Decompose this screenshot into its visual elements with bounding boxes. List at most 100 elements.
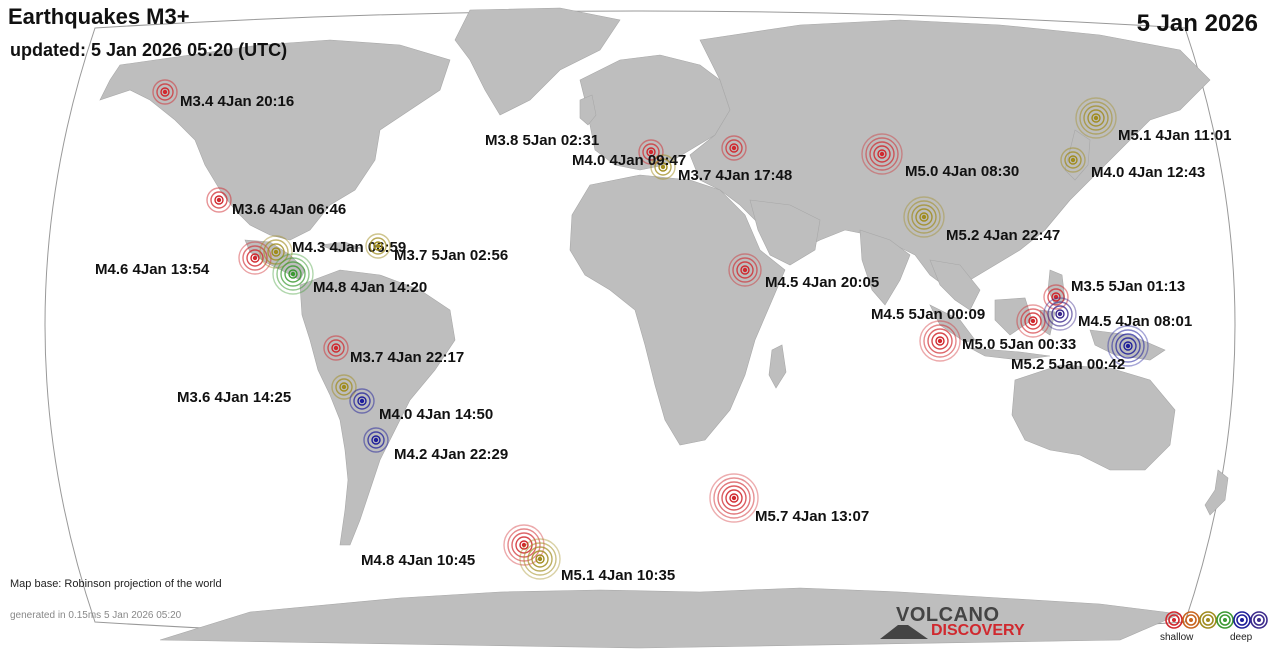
earthquake-marker[interactable]: [1016, 304, 1050, 338]
earthquake-marker[interactable]: [861, 133, 903, 175]
madagascar: [768, 344, 787, 389]
earthquake-marker[interactable]: [1043, 284, 1069, 310]
earthquake-epicenter: [521, 542, 527, 548]
earthquake-marker[interactable]: [919, 320, 961, 362]
earthquake-ring: [736, 261, 754, 279]
earthquake-marker[interactable]: [259, 235, 293, 269]
page-title: Earthquakes M3+: [8, 4, 190, 29]
earthquake-marker[interactable]: [331, 374, 357, 400]
earthquake-ring: [523, 542, 557, 576]
earthquake-marker[interactable]: [709, 473, 759, 523]
legend-swatch: [1216, 611, 1234, 629]
earthquake-ring: [728, 253, 762, 287]
australia: [1011, 364, 1176, 471]
earthquake-ring: [923, 324, 957, 358]
earthquake-marker[interactable]: [349, 388, 375, 414]
earthquake-marker[interactable]: [519, 538, 561, 580]
earthquake-epicenter: [375, 243, 381, 249]
earthquake-marker[interactable]: [721, 135, 747, 161]
earthquake-marker[interactable]: [728, 253, 762, 287]
earthquake-ring: [861, 133, 903, 175]
earthquake-ring: [267, 243, 285, 261]
earthquake-ring: [156, 83, 174, 101]
earthquake-ring: [1083, 105, 1109, 131]
earthquake-ring: [903, 196, 945, 238]
earthquake-ring: [535, 554, 545, 564]
earthquake-epicenter: [660, 164, 666, 170]
earthquake-label: M4.5 4Jan 20:05: [765, 274, 879, 291]
earthquake-label: M5.2 5Jan 00:42: [1011, 356, 1125, 373]
earthquake-ring: [519, 538, 561, 580]
earthquake-label: M3.7 4Jan 17:48: [678, 167, 792, 184]
legend-swatch: [1182, 611, 1200, 629]
earthquake-ring: [907, 200, 941, 234]
india: [859, 229, 911, 306]
earthquake-marker[interactable]: [1075, 97, 1117, 139]
volcano-discovery-logo[interactable]: VOLCANO DISCOVERY: [880, 604, 1040, 644]
earthquake-epicenter: [373, 437, 379, 443]
earthquake-epicenter: [1057, 311, 1063, 317]
earthquake-epicenter: [1093, 115, 1099, 121]
earthquake-ring: [242, 245, 268, 271]
logo-text-volcano: VOLCANO: [896, 604, 1000, 626]
greenland: [454, 7, 621, 116]
earthquake-label: M4.2 4Jan 22:29: [394, 446, 508, 463]
earthquake-ring: [1119, 337, 1137, 355]
earthquake-ring: [152, 79, 178, 105]
earthquake-ring: [658, 162, 668, 172]
earthquake-ring: [206, 187, 232, 213]
earthquake-ring: [1055, 309, 1065, 319]
earthquake-label: M3.6 4Jan 06:46: [232, 201, 346, 218]
earthquake-marker[interactable]: [1107, 325, 1149, 367]
south-america: [299, 269, 456, 546]
earthquake-ring: [732, 257, 758, 283]
earthquake-ring: [1043, 284, 1069, 310]
earthquake-ring: [280, 261, 306, 287]
earthquake-ring: [931, 332, 949, 350]
earthquake-marker[interactable]: [363, 427, 389, 453]
earthquake-ring: [1051, 305, 1069, 323]
earthquake-ring: [1123, 341, 1133, 351]
earthquake-epicenter: [359, 398, 365, 404]
indonesia-sumatra: [929, 304, 976, 343]
earthquake-ring: [1079, 101, 1113, 135]
earthquake-ring: [717, 481, 751, 515]
earthquake-label: M4.6 4Jan 13:54: [95, 261, 210, 278]
earthquake-ring: [323, 335, 349, 361]
land-masses: [99, 7, 1229, 649]
arabian-peninsula: [749, 199, 821, 266]
earthquake-marker[interactable]: [650, 154, 676, 180]
earthquake-ring: [721, 485, 747, 511]
earthquake-ring: [527, 546, 553, 572]
earthquake-label: M3.7 5Jan 02:56: [394, 247, 508, 264]
earthquake-marker[interactable]: [206, 187, 232, 213]
earthquake-ring: [1107, 325, 1149, 367]
earthquake-epicenter: [341, 384, 347, 390]
earthquake-epicenter: [1125, 343, 1131, 349]
earthquake-epicenter: [273, 249, 279, 255]
north-america: [99, 39, 451, 241]
earthquake-marker[interactable]: [903, 196, 945, 238]
earthquake-marker[interactable]: [365, 233, 391, 259]
earthquake-marker[interactable]: [323, 335, 349, 361]
earthquake-ring: [263, 239, 289, 265]
earthquake-ring: [369, 237, 387, 255]
earthquake-marker[interactable]: [272, 253, 314, 295]
earthquake-markers: M3.4 4Jan 20:16 M3.6 4Jan 06:46 M4.6 4Jan …: [95, 79, 1231, 584]
earthquake-ring: [339, 382, 349, 392]
earthquake-ring: [503, 524, 545, 566]
legend-shallow-label: shallow: [1160, 632, 1194, 643]
earthquake-epicenter: [1053, 294, 1059, 300]
indonesia-java: [969, 347, 1051, 361]
earthquake-marker[interactable]: [152, 79, 178, 105]
earthquake-ring: [276, 257, 310, 291]
earthquake-marker[interactable]: [1060, 147, 1086, 173]
earthquake-label: M5.2 4Jan 22:47: [946, 227, 1060, 244]
earthquake-marker[interactable]: [1043, 297, 1077, 331]
earthquake-ring: [709, 473, 759, 523]
earthquake-epicenter: [333, 345, 339, 351]
earthquake-label: M5.1 4Jan 10:35: [561, 567, 675, 584]
earthquake-ring: [919, 212, 929, 222]
earthquake-epicenter: [648, 149, 654, 155]
